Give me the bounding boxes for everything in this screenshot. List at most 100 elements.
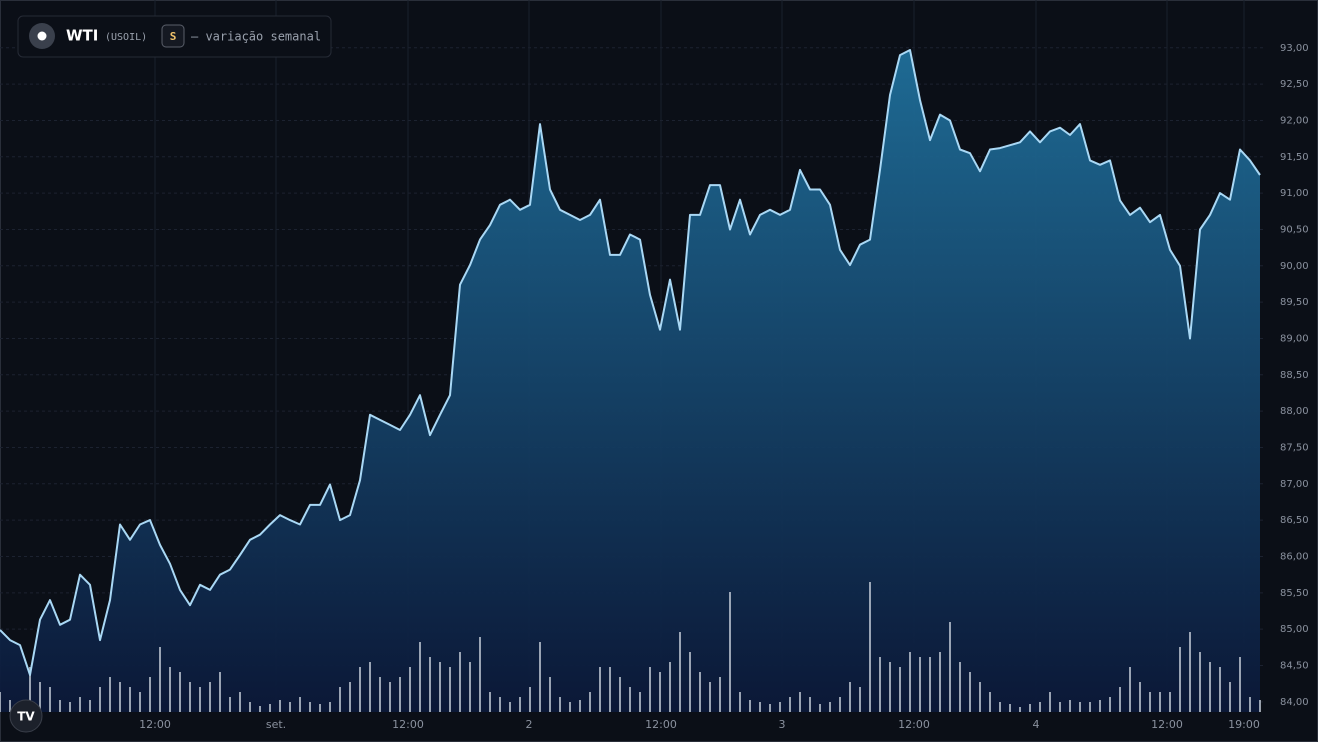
volume-bar [299,697,301,712]
volume-bar [1219,667,1221,712]
y-tick-label: 86,00 [1280,551,1309,562]
volume-bar [229,697,231,712]
x-tick-label: 12:00 [392,718,424,731]
volume-bar [149,677,151,712]
volume-bar [309,702,311,712]
volume-bar [159,647,161,712]
volume-bar [1119,687,1121,712]
volume-bar [609,667,611,712]
volume-bar [509,702,511,712]
volume-bar [459,652,461,712]
area-fill [0,50,1260,712]
volume-bar [889,662,891,712]
volume-bar [399,677,401,712]
volume-bar [589,692,591,712]
legend: WTI (USOIL) S — variação semanal [17,15,332,58]
volume-bar [1039,702,1041,712]
volume-bar [639,692,641,712]
volume-bar [269,704,271,712]
y-tick-label: 85,50 [1280,588,1309,599]
volume-bar [749,700,751,712]
volume-bar [839,697,841,712]
volume-bar [529,687,531,712]
volume-bar [689,652,691,712]
volume-bar [169,667,171,712]
volume-bar [789,697,791,712]
y-tick-label: 91,00 [1280,188,1309,199]
volume-bar [199,687,201,712]
volume-bar [539,642,541,712]
volume-bar [1109,697,1111,712]
volume-bar [619,677,621,712]
y-tick-label: 91,50 [1280,152,1309,163]
y-tick-label: 92,50 [1280,79,1309,90]
volume-bar [239,692,241,712]
volume-bar [879,657,881,712]
volume-bar [0,692,1,712]
volume-bar [479,637,481,712]
x-tick-label: 12:00 [898,718,930,731]
badge: S [170,30,177,43]
volume-bar [389,682,391,712]
volume-bar [969,672,971,712]
symbol-dot [37,31,47,41]
volume-bar [579,700,581,712]
volume-bar [929,657,931,712]
volume-bar [49,687,51,712]
volume-bar [89,700,91,712]
volume-bar [1009,704,1011,712]
volume-bar [349,682,351,712]
x-tick-label: 12:00 [1151,718,1183,731]
volume-bar [1159,692,1161,712]
y-tick-label: 87,00 [1280,479,1309,490]
volume-bar [119,682,121,712]
volume-bar [209,682,211,712]
volume-bar [549,677,551,712]
volume-bar [719,677,721,712]
volume-bar [989,692,991,712]
volume-bar [999,702,1001,712]
y-tick-label: 87,50 [1280,442,1309,453]
volume-bar [289,702,291,712]
volume-bar [79,697,81,712]
volume-bar [499,697,501,712]
y-tick-label: 90,00 [1280,261,1309,272]
volume-bar [129,687,131,712]
volume-bar [449,667,451,712]
x-tick-label: 19:00 [1228,718,1260,731]
volume-bar [9,700,11,712]
volume-bar [39,682,41,712]
volume-bar [1149,692,1151,712]
x-tick-label: set. [266,718,286,731]
volume-bar [759,702,761,712]
y-tick-label: 89,00 [1280,333,1309,344]
volume-bar [489,692,491,712]
volume-bar [939,652,941,712]
volume-bar [1059,702,1061,712]
volume-bar [869,582,871,712]
note: — variação semanal [191,30,321,44]
volume-bar [69,702,71,712]
volume-bar [979,682,981,712]
volume-bar [909,652,911,712]
volume-bar [1129,667,1131,712]
volume-bar [329,702,331,712]
volume-bar [379,677,381,712]
badge-box [161,24,185,48]
title: WTI [66,27,98,45]
volume-bar [1249,697,1251,712]
volume-bar [439,662,441,712]
volume-bar [339,687,341,712]
volume-bar [1089,702,1091,712]
volume-bar [699,672,701,712]
volume-bar [409,667,411,712]
volume-bar [519,697,521,712]
volume-bar [469,662,471,712]
volume-bar [659,672,661,712]
volume-bar [1169,692,1171,712]
volume-bar [1209,662,1211,712]
x-tick-label: 12:00 [645,718,677,731]
volume-bar [709,682,711,712]
volume-bar [179,672,181,712]
